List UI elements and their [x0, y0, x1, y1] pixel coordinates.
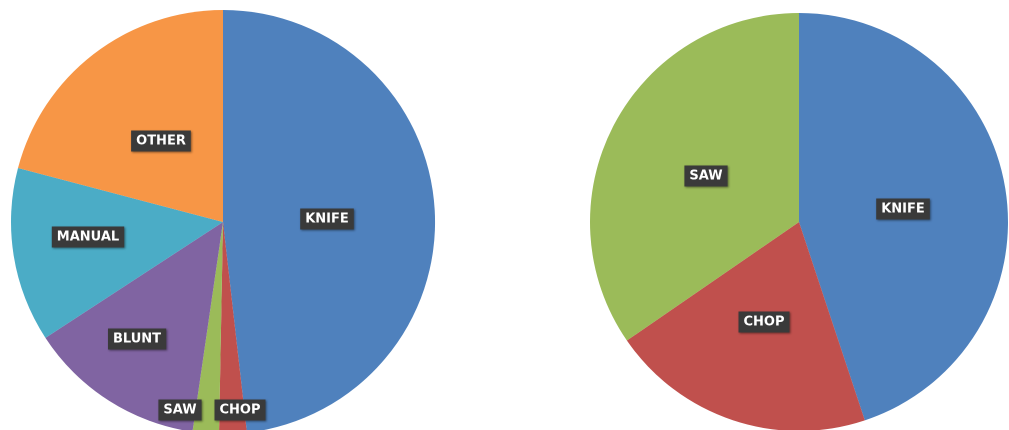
- data-label-text: SAW: [163, 403, 196, 418]
- pie-slice-saw: [192, 222, 223, 430]
- pie-slice-other: [18, 10, 223, 222]
- pie-chart-right: KNIFE CHOP SAW: [589, 13, 1008, 430]
- data-label-box: [51, 226, 125, 248]
- data-label-box: [684, 165, 728, 187]
- data-label-box: [214, 399, 266, 421]
- data-label-knife: KNIFE: [876, 198, 930, 220]
- data-label-knife: KNIFE: [300, 208, 354, 230]
- pie-slice-manual: [11, 167, 224, 338]
- data-label-text: CHOP: [744, 315, 785, 330]
- pie-slice-blunt: [45, 222, 223, 430]
- data-label-text: KNIFE: [881, 202, 925, 217]
- data-label-text: MANUAL: [57, 230, 119, 245]
- data-label-manual: MANUAL: [51, 226, 125, 248]
- data-label-box: [108, 328, 167, 350]
- data-label-text: BLUNT: [113, 332, 161, 347]
- data-label-box: [876, 198, 930, 220]
- data-label-text: SAW: [689, 169, 722, 184]
- pie-chart-left: KNIFE CHOP SAW BLUNT MANUAL OTHER: [11, 10, 435, 430]
- data-label-box: [738, 311, 790, 333]
- data-label-box: [300, 208, 354, 230]
- pie-slice-chop: [219, 222, 247, 430]
- data-label-text: CHOP: [220, 403, 261, 418]
- data-label-chop: CHOP: [738, 311, 790, 333]
- data-label-blunt: BLUNT: [108, 328, 167, 350]
- data-label-text: KNIFE: [305, 212, 349, 227]
- data-label-box: [131, 130, 191, 152]
- data-label-chop: CHOP: [214, 399, 266, 421]
- data-label-text: OTHER: [136, 134, 186, 149]
- data-label-saw: SAW: [158, 399, 202, 421]
- data-label-box: [158, 399, 202, 421]
- data-label-saw: SAW: [684, 165, 728, 187]
- data-label-other: OTHER: [131, 130, 191, 152]
